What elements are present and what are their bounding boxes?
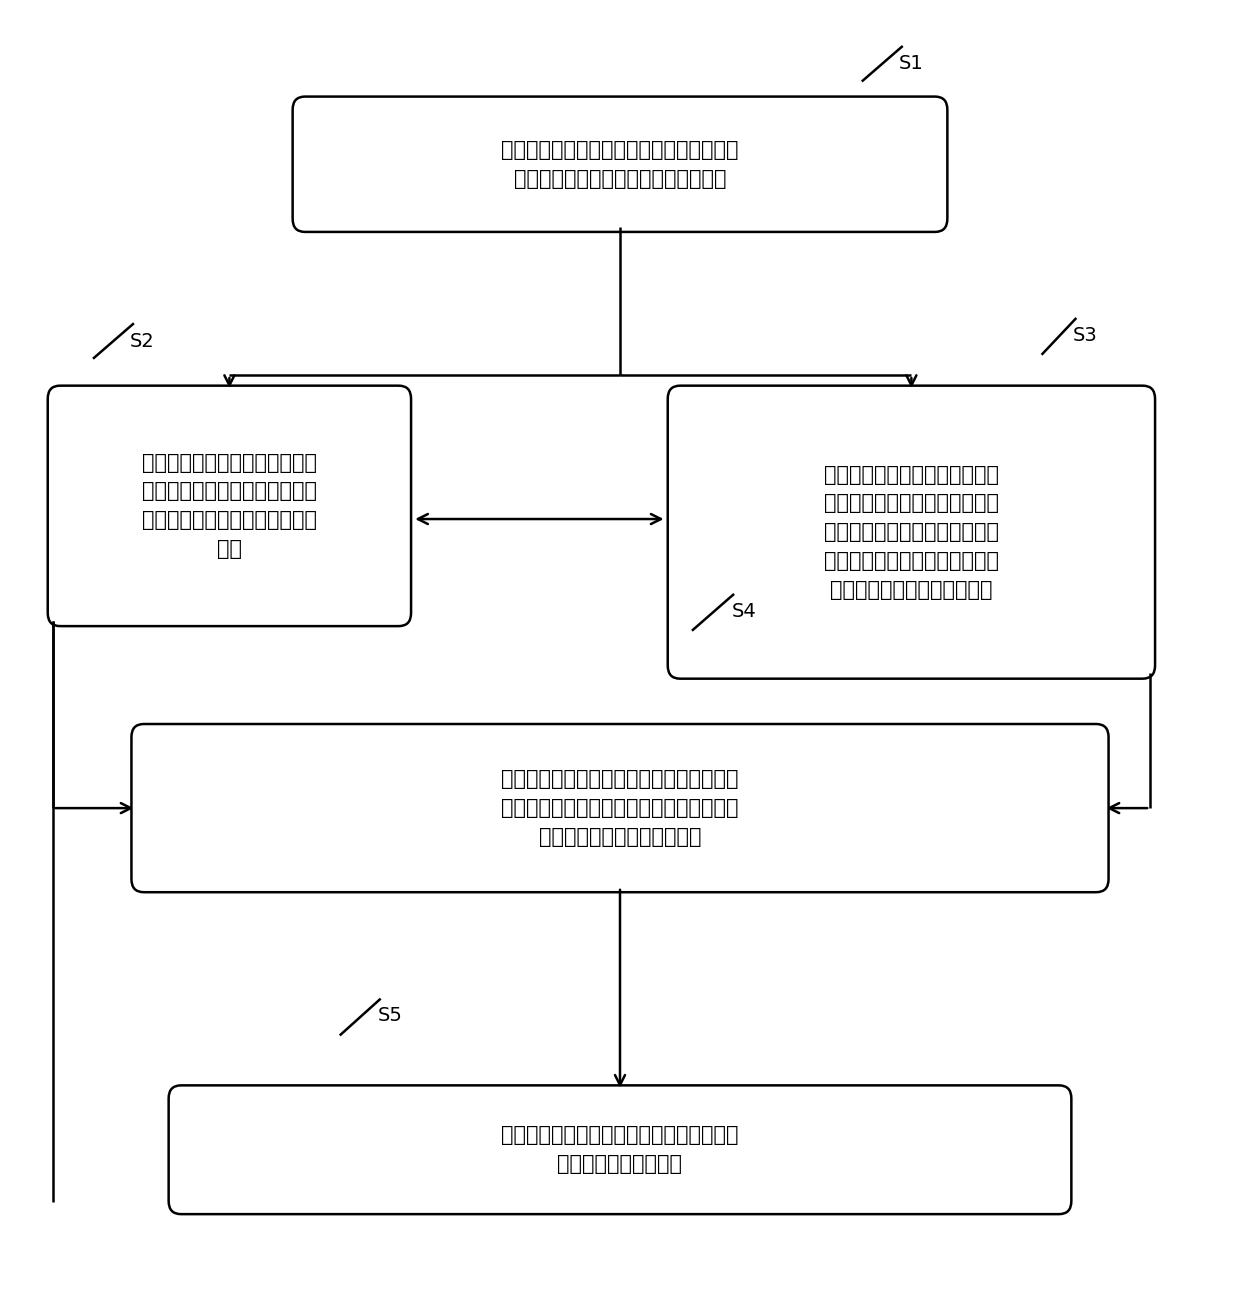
Text: S5: S5 bbox=[378, 1007, 403, 1025]
Text: S1: S1 bbox=[899, 54, 924, 72]
Text: S3: S3 bbox=[1073, 326, 1097, 344]
Text: 主控制器设置控制信号，以及将所述控制信
号发送至波形发生模块和信号放大模块: 主控制器设置控制信号，以及将所述控制信 号发送至波形发生模块和信号放大模块 bbox=[501, 139, 739, 189]
Text: 信号放大模块提取电能表自检测
信号，响应于所述控制信号放大
或缩小所述电能表自检测信号幅
值，生成调整信号，以及将所述
调整信号发送至信号叠加模块: 信号放大模块提取电能表自检测 信号，响应于所述控制信号放大 或缩小所述电能表自检… bbox=[823, 465, 999, 599]
FancyBboxPatch shape bbox=[667, 386, 1156, 679]
Text: 信号叠加模块接收所述基础电波信号以及所
述调整信号，以及将所述基础电波信号与所
述调整信号叠加生成采样信号: 信号叠加模块接收所述基础电波信号以及所 述调整信号，以及将所述基础电波信号与所 … bbox=[501, 769, 739, 848]
Text: S4: S4 bbox=[732, 602, 756, 620]
FancyBboxPatch shape bbox=[169, 1085, 1071, 1214]
FancyBboxPatch shape bbox=[48, 386, 412, 627]
Text: 波形发生模块响应于所述控制信
号生成基础电波信号，以及将所
述基础电波信号发送至信号叠加
模块: 波形发生模块响应于所述控制信 号生成基础电波信号，以及将所 述基础电波信号发送至… bbox=[141, 453, 317, 558]
Text: S2: S2 bbox=[130, 332, 155, 351]
FancyBboxPatch shape bbox=[131, 724, 1109, 892]
FancyBboxPatch shape bbox=[293, 97, 947, 233]
Text: 信号叠加模块将所述采样信号输入电能表进
行误差自检测功能测试: 信号叠加模块将所述采样信号输入电能表进 行误差自检测功能测试 bbox=[501, 1125, 739, 1175]
